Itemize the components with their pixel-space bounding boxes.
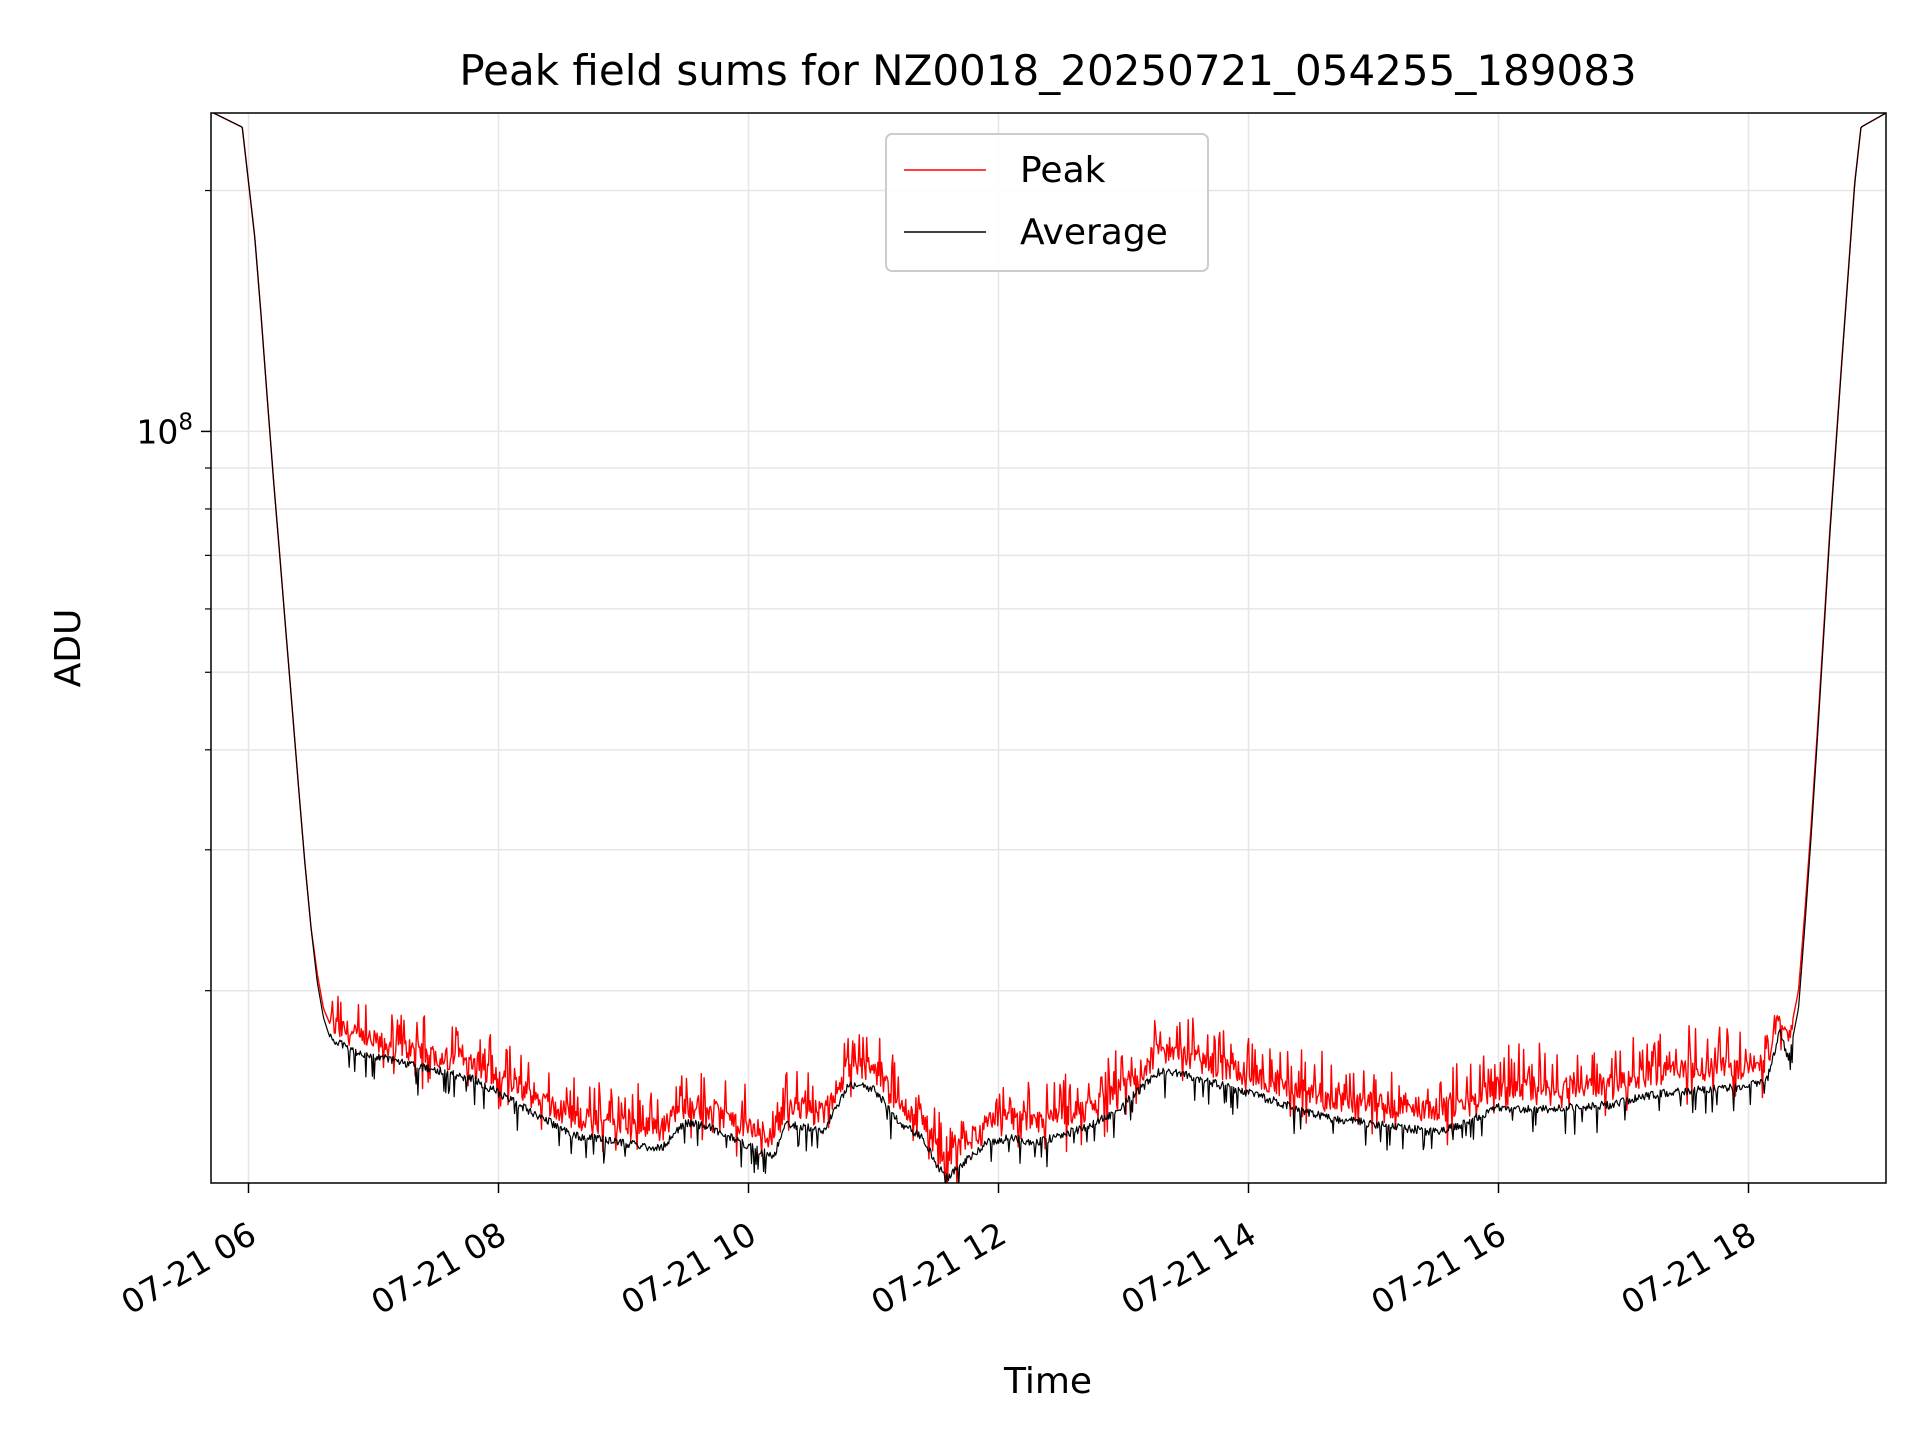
- legend-label-average: Average: [1020, 212, 1168, 253]
- series-line-peak: [213, 113, 1886, 1183]
- series-layer: [213, 113, 1886, 1183]
- y-axis-label: ADU: [48, 609, 89, 688]
- grid-layer: [211, 113, 1886, 1183]
- x-axis-label: Time: [1003, 1361, 1092, 1402]
- y-axis: 108: [136, 189, 211, 992]
- chart-title: Peak field sums for NZ0018_20250721_0542…: [459, 46, 1636, 95]
- legend-box: [885, 133, 1209, 272]
- plot-frame: [210, 112, 1887, 1184]
- series-line-average: [213, 113, 1886, 1183]
- legend: Peak Average: [885, 133, 1209, 272]
- legend-label-peak: Peak: [1020, 150, 1106, 191]
- y-tick-label: 108: [136, 409, 193, 451]
